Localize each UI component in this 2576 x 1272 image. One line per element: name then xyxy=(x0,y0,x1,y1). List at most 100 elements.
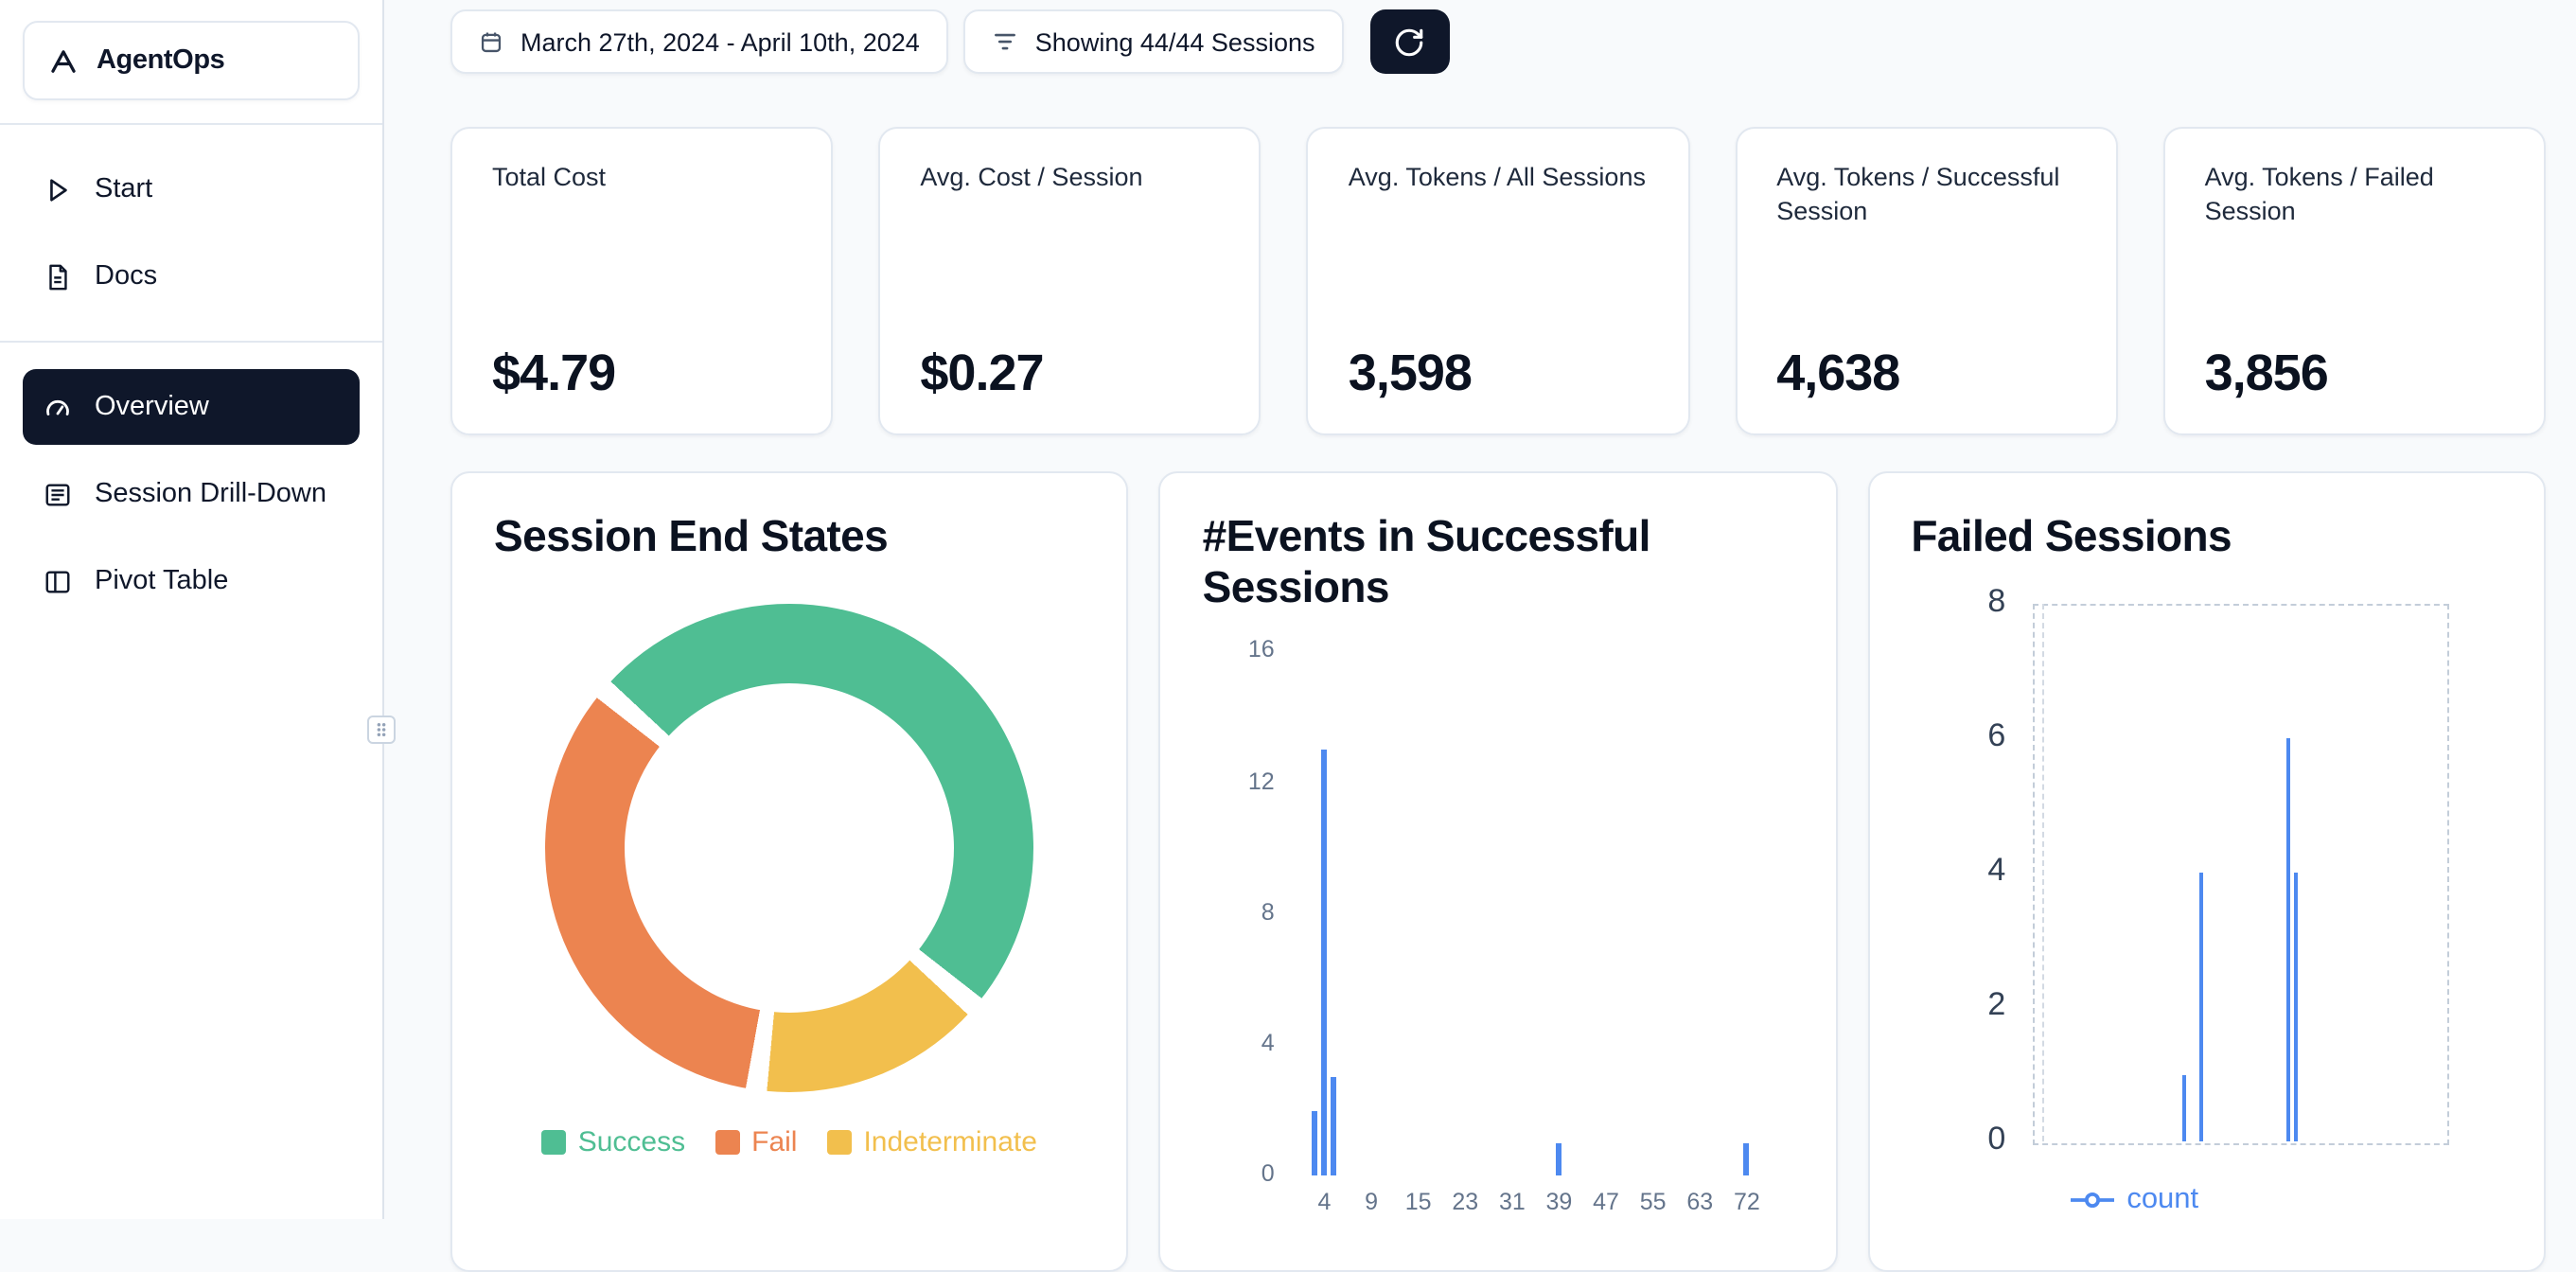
sidebar-item-label: Start xyxy=(95,174,153,204)
y-tick-label: 4 xyxy=(1987,852,2006,889)
sidebar-item-start[interactable]: Start xyxy=(23,151,360,227)
x-tick-label: 39 xyxy=(1545,1189,1573,1216)
sidebar-item-label: Pivot Table xyxy=(95,566,229,596)
legend-swatch xyxy=(541,1130,567,1156)
donut-legend: Success Fail Indeterminate xyxy=(494,1126,1085,1158)
filter-icon xyxy=(992,28,1018,55)
plot-area xyxy=(2032,604,2449,1146)
spike xyxy=(2199,873,2204,1142)
stat-label: Avg. Cost / Session xyxy=(920,163,1143,191)
date-range-label: March 27th, 2024 - April 10th, 2024 xyxy=(520,27,920,56)
x-tick-label: 63 xyxy=(1686,1189,1714,1216)
stats-row: Total Cost $4.79 Avg. Cost / Session $0.… xyxy=(450,127,2546,435)
main-content: March 27th, 2024 - April 10th, 2024 Show… xyxy=(384,0,2576,1272)
refresh-icon xyxy=(1394,26,1426,58)
calendar-icon xyxy=(479,29,503,54)
y-tick-label: 2 xyxy=(1987,986,2006,1023)
line-series-marker-icon xyxy=(2070,1191,2114,1210)
stat-card-avg-tokens-successful: Avg. Tokens / Successful Session 4,638 xyxy=(1735,127,2118,435)
stat-label: Avg. Tokens / Failed Session xyxy=(2204,163,2434,226)
play-icon xyxy=(42,175,74,203)
sidebar-item-label: Overview xyxy=(95,392,209,422)
brand-name: AgentOps xyxy=(97,45,225,76)
y-tick-label: 6 xyxy=(1987,717,2006,754)
spike xyxy=(2294,873,2299,1142)
stat-card-total-cost: Total Cost $4.79 xyxy=(450,127,834,435)
bar xyxy=(1556,1142,1562,1176)
legend-label: Indeterminate xyxy=(863,1126,1037,1159)
sidebar-nav-main: Overview Session Drill-Down Pivot Table xyxy=(0,343,382,645)
sidebar-item-overview[interactable]: Overview xyxy=(23,369,360,445)
chart-title: Failed Sessions xyxy=(1911,511,2232,560)
y-tick-label: 4 xyxy=(1261,1030,1275,1056)
x-tick-label: 4 xyxy=(1317,1189,1332,1216)
sidebar-item-label: Session Drill-Down xyxy=(95,479,326,509)
x-tick-label: 47 xyxy=(1593,1189,1619,1216)
spike xyxy=(2285,738,2290,1142)
legend-item-fail[interactable]: Fail xyxy=(715,1126,797,1158)
chart-title: #Events in Successful Sessions xyxy=(1202,511,1651,612)
donut-chart-area xyxy=(494,604,1085,1093)
list-card-icon xyxy=(42,480,74,508)
x-tick-label: 15 xyxy=(1404,1189,1432,1216)
x-tick-label: 72 xyxy=(1733,1189,1760,1216)
sidebar-nav-top: Start Docs xyxy=(0,125,382,341)
charts-row: Session End States Success Fail xyxy=(450,471,2546,1272)
y-tick-label: 12 xyxy=(1247,768,1275,794)
stat-card-avg-tokens-failed: Avg. Tokens / Failed Session 3,856 xyxy=(2162,127,2546,435)
stat-label: Avg. Tokens / Successful Session xyxy=(1776,163,2060,226)
y-axis-gridline xyxy=(2041,604,2044,1142)
y-tick-label: 0 xyxy=(1987,1121,2006,1157)
brand[interactable]: AgentOps xyxy=(23,21,360,100)
x-tick-label: 55 xyxy=(1639,1189,1667,1216)
line-chart: count 0 2 4 6 8 xyxy=(1911,574,2502,1232)
toolbar: March 27th, 2024 - April 10th, 2024 Show… xyxy=(450,9,2546,74)
line-chart-legend[interactable]: count xyxy=(2070,1183,2198,1217)
refresh-button[interactable] xyxy=(1369,9,1450,74)
bar xyxy=(1321,750,1328,1176)
line-legend-label: count xyxy=(2126,1183,2199,1215)
y-tick-label: 8 xyxy=(1987,583,2006,620)
legend-swatch xyxy=(715,1130,741,1156)
stat-value: 3,856 xyxy=(2204,344,2329,401)
x-tick-label: 23 xyxy=(1452,1189,1479,1216)
legend-label: Success xyxy=(577,1126,686,1159)
sidebar-divider xyxy=(0,123,382,125)
chart-title: Session End States xyxy=(494,511,889,560)
stat-value: $4.79 xyxy=(492,344,616,401)
stat-label: Total Cost xyxy=(492,163,607,191)
y-tick-label: 8 xyxy=(1261,898,1275,926)
stat-value: $0.27 xyxy=(920,344,1044,401)
agentops-logo-icon xyxy=(47,43,79,79)
stat-card-avg-tokens-all: Avg. Tokens / All Sessions 3,598 xyxy=(1306,127,1690,435)
grip-dots-icon xyxy=(375,721,388,738)
date-range-button[interactable]: March 27th, 2024 - April 10th, 2024 xyxy=(450,9,948,74)
sidebar-item-session-drill-down[interactable]: Session Drill-Down xyxy=(23,456,360,532)
chart-card-events-histogram: #Events in Successful Sessions 0 4 8 12 16 4 9… xyxy=(1158,471,1838,1272)
bar xyxy=(1312,1110,1318,1176)
legend-item-indeterminate[interactable]: Indeterminate xyxy=(827,1126,1037,1159)
y-tick-label: 16 xyxy=(1247,636,1275,663)
sidebar: AgentOps Start Docs Ov xyxy=(0,0,396,1219)
chart-card-failed-sessions: Failed Sessions count 0 2 4 6 8 xyxy=(1867,471,2546,1272)
y-tick-label: 0 xyxy=(1261,1160,1275,1188)
document-icon xyxy=(42,262,74,291)
donut-chart xyxy=(545,604,1034,1093)
x-tick-label: 31 xyxy=(1498,1189,1526,1216)
session-filter-button[interactable]: Showing 44/44 Sessions xyxy=(962,9,1344,74)
bar-chart: 0 4 8 12 16 4 9 15 23 31 39 47 55 63 72 xyxy=(1203,626,1794,1233)
stat-card-avg-cost-session: Avg. Cost / Session $0.27 xyxy=(878,127,1262,435)
sidebar-item-docs[interactable]: Docs xyxy=(23,238,360,314)
bar xyxy=(1331,1077,1337,1176)
chart-card-session-end-states: Session End States Success Fail xyxy=(450,471,1129,1272)
table-icon xyxy=(42,567,74,595)
sidebar-item-label: Docs xyxy=(95,261,158,292)
gauge-icon xyxy=(42,393,74,421)
legend-item-success[interactable]: Success xyxy=(541,1126,686,1159)
sidebar-item-pivot-table[interactable]: Pivot Table xyxy=(23,543,360,619)
legend-swatch xyxy=(827,1130,853,1156)
stat-value: 3,598 xyxy=(1348,344,1473,401)
x-tick-label: 9 xyxy=(1365,1189,1378,1216)
sidebar-resize-handle[interactable] xyxy=(367,716,396,744)
